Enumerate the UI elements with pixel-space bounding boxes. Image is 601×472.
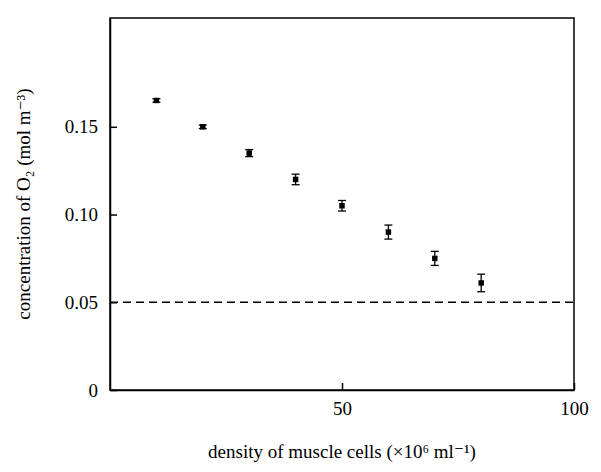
error-bar xyxy=(199,125,207,129)
point xyxy=(246,150,251,155)
tick: 0.15 xyxy=(65,116,117,137)
tick-mark xyxy=(342,383,344,390)
x-axis-title: density of muscle cells (×10⁶ ml⁻¹) xyxy=(208,441,476,463)
error-bar-cap xyxy=(245,156,253,157)
point xyxy=(432,256,437,261)
x-axis: 50 100 xyxy=(111,383,589,419)
error-bar-cap xyxy=(292,174,300,175)
tick-mark xyxy=(110,214,117,216)
error-bar xyxy=(292,174,300,185)
error-bar xyxy=(384,225,392,239)
tick-label: 0.05 xyxy=(65,292,98,313)
point xyxy=(154,98,159,103)
error-bar xyxy=(245,150,253,157)
error-bar xyxy=(431,251,439,265)
error-bar xyxy=(152,99,160,103)
tick-label: 0.10 xyxy=(65,204,98,225)
error-bar-cap xyxy=(384,224,392,225)
point xyxy=(200,124,205,129)
error-bar-cap xyxy=(431,265,439,266)
plot: 50 100 0 0.05 0.10 0.15 xyxy=(65,18,589,419)
error-bar-cap xyxy=(292,184,300,185)
error-bar-cap xyxy=(477,291,485,292)
frame xyxy=(110,18,574,390)
tick: 50 xyxy=(333,383,352,419)
tick-mark xyxy=(110,127,117,129)
y-axis-title: concentration of O₂ (mol m⁻³) xyxy=(13,88,35,319)
tick-label: 0.15 xyxy=(65,116,98,137)
reference-line xyxy=(110,301,574,303)
tick: 0.05 xyxy=(65,292,117,313)
tick-label: 100 xyxy=(560,398,589,419)
chart: 50 100 0 0.05 0.10 0.15 density of muscle cell… xyxy=(0,0,601,472)
error-bar-cap xyxy=(338,210,346,211)
marks xyxy=(110,98,574,303)
error-bar-cap xyxy=(431,251,439,252)
tick-label: 0 xyxy=(89,380,99,401)
tick-label: 50 xyxy=(333,398,352,419)
y-axis: 0 0.05 0.10 0.15 xyxy=(65,19,117,401)
error-bar xyxy=(338,200,346,211)
error-bar-cap xyxy=(338,200,346,201)
point xyxy=(339,203,344,208)
point xyxy=(386,229,391,234)
error-bar xyxy=(477,274,485,292)
error-bar-cap xyxy=(477,274,485,275)
point xyxy=(478,280,483,285)
error-bar-cap xyxy=(245,149,253,150)
point xyxy=(293,177,298,182)
error-bar-cap xyxy=(384,238,392,239)
tick: 0.10 xyxy=(65,204,117,225)
